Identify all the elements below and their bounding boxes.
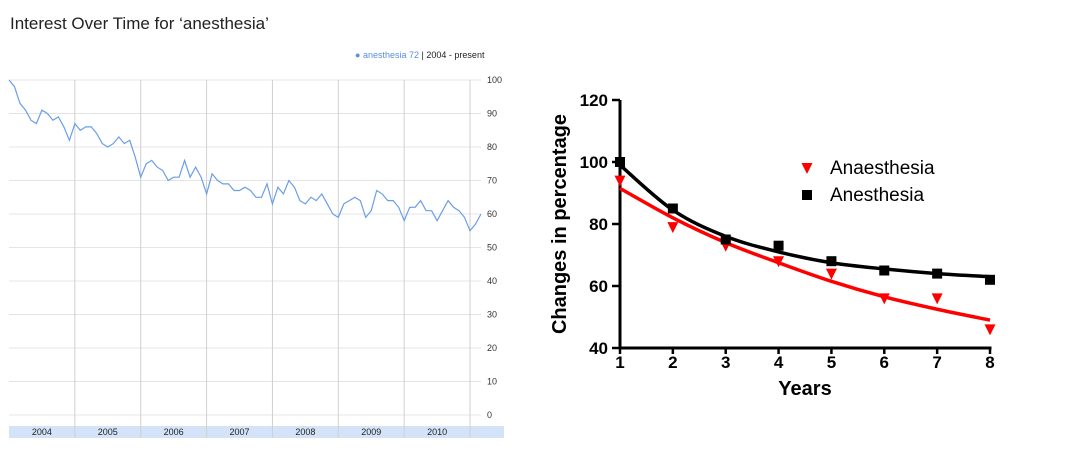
legend-dot-icon: ●: [355, 50, 361, 60]
x-tick-label: 5: [827, 353, 836, 372]
y-tick-label: 40: [589, 339, 608, 358]
y-tick-label: 0: [487, 410, 492, 420]
x-tick-label: 7: [932, 353, 941, 372]
y-tick-label: 60: [487, 209, 497, 219]
data-point-anaesthesia: [878, 293, 890, 305]
trends-legend: ● anesthesia 72 | 2004 - present: [355, 50, 484, 60]
y-tick-label: 90: [487, 109, 497, 119]
data-point-anaesthesia: [984, 324, 996, 336]
y-tick-label: 100: [580, 153, 608, 172]
x-tick-label: 4: [774, 353, 784, 372]
x-tick-label: 2004: [32, 427, 52, 437]
y-tick-label: 30: [487, 310, 497, 320]
trends-chart: 0 10 20 30 40 50 60 70 80 90 100 2004 2005 2006 2007 20…: [8, 75, 504, 438]
x-tick-label: 3: [721, 353, 730, 372]
data-point-anesthesia: [667, 203, 678, 214]
x-tick-label: 2007: [229, 427, 249, 437]
y-tick-label: 40: [487, 276, 497, 286]
fit-chart: 40 60 80 100 120 1 2 3 4 5 6 7 8 Years Changes in perc…: [549, 91, 996, 400]
y-tick-label: 60: [589, 277, 608, 296]
legend-label-anesthesia: Anesthesia: [830, 185, 924, 206]
data-point-anaesthesia: [614, 175, 626, 187]
legend-separator: |: [421, 50, 424, 60]
legend-range: 2004 - present: [426, 50, 485, 60]
x-tick-label: 2010: [427, 427, 447, 437]
y-tick-label: 80: [589, 215, 608, 234]
x-axis-label: Years: [778, 378, 831, 400]
legend-marker-anaesthesia: [801, 163, 813, 174]
data-point-anaesthesia: [667, 222, 679, 234]
data-point-anesthesia: [879, 265, 890, 276]
y-tick-label: 80: [487, 142, 497, 152]
data-point-anesthesia: [826, 256, 837, 267]
x-tick-label: 1: [615, 353, 624, 372]
x-tick-label: 2009: [361, 427, 381, 437]
x-tick-label: 2005: [98, 427, 118, 437]
y-axis-label: Changes in percentage: [549, 114, 571, 334]
data-point-anaesthesia: [931, 293, 943, 305]
y-tick-label: 10: [487, 377, 497, 387]
data-point-anaesthesia: [773, 256, 785, 268]
x-tick-label: 8: [985, 353, 994, 372]
legend-term: anesthesia: [362, 50, 407, 60]
y-tick-label: 70: [487, 176, 497, 186]
series-line-anesthesia: [8, 79, 482, 232]
y-tick-label: 120: [580, 91, 608, 110]
data-point-anesthesia: [615, 157, 625, 167]
x-tick-label: 2008: [295, 427, 315, 437]
data-point-anaesthesia: [825, 268, 837, 280]
data-point-anesthesia: [773, 240, 784, 251]
x-tick-label: 2006: [164, 427, 184, 437]
x-axis-band: [9, 426, 504, 438]
data-point-anesthesia: [985, 274, 995, 285]
y-tick-label: 100: [487, 75, 502, 85]
data-point-anesthesia: [720, 234, 731, 245]
fit-curve-anaesthesia: [619, 186, 991, 322]
legend-label-anaesthesia: Anaesthesia: [830, 158, 935, 179]
x-tick-label: 2: [668, 353, 677, 372]
legend-marker-anesthesia: [802, 190, 812, 200]
x-tick-label: 6: [880, 353, 889, 372]
legend-score: 72: [409, 50, 420, 60]
y-tick-label: 50: [487, 243, 497, 253]
y-tick-label: 20: [487, 343, 497, 353]
page-title: Interest Over Time for ‘anesthesia’: [10, 14, 269, 33]
data-point-anesthesia: [932, 268, 943, 279]
